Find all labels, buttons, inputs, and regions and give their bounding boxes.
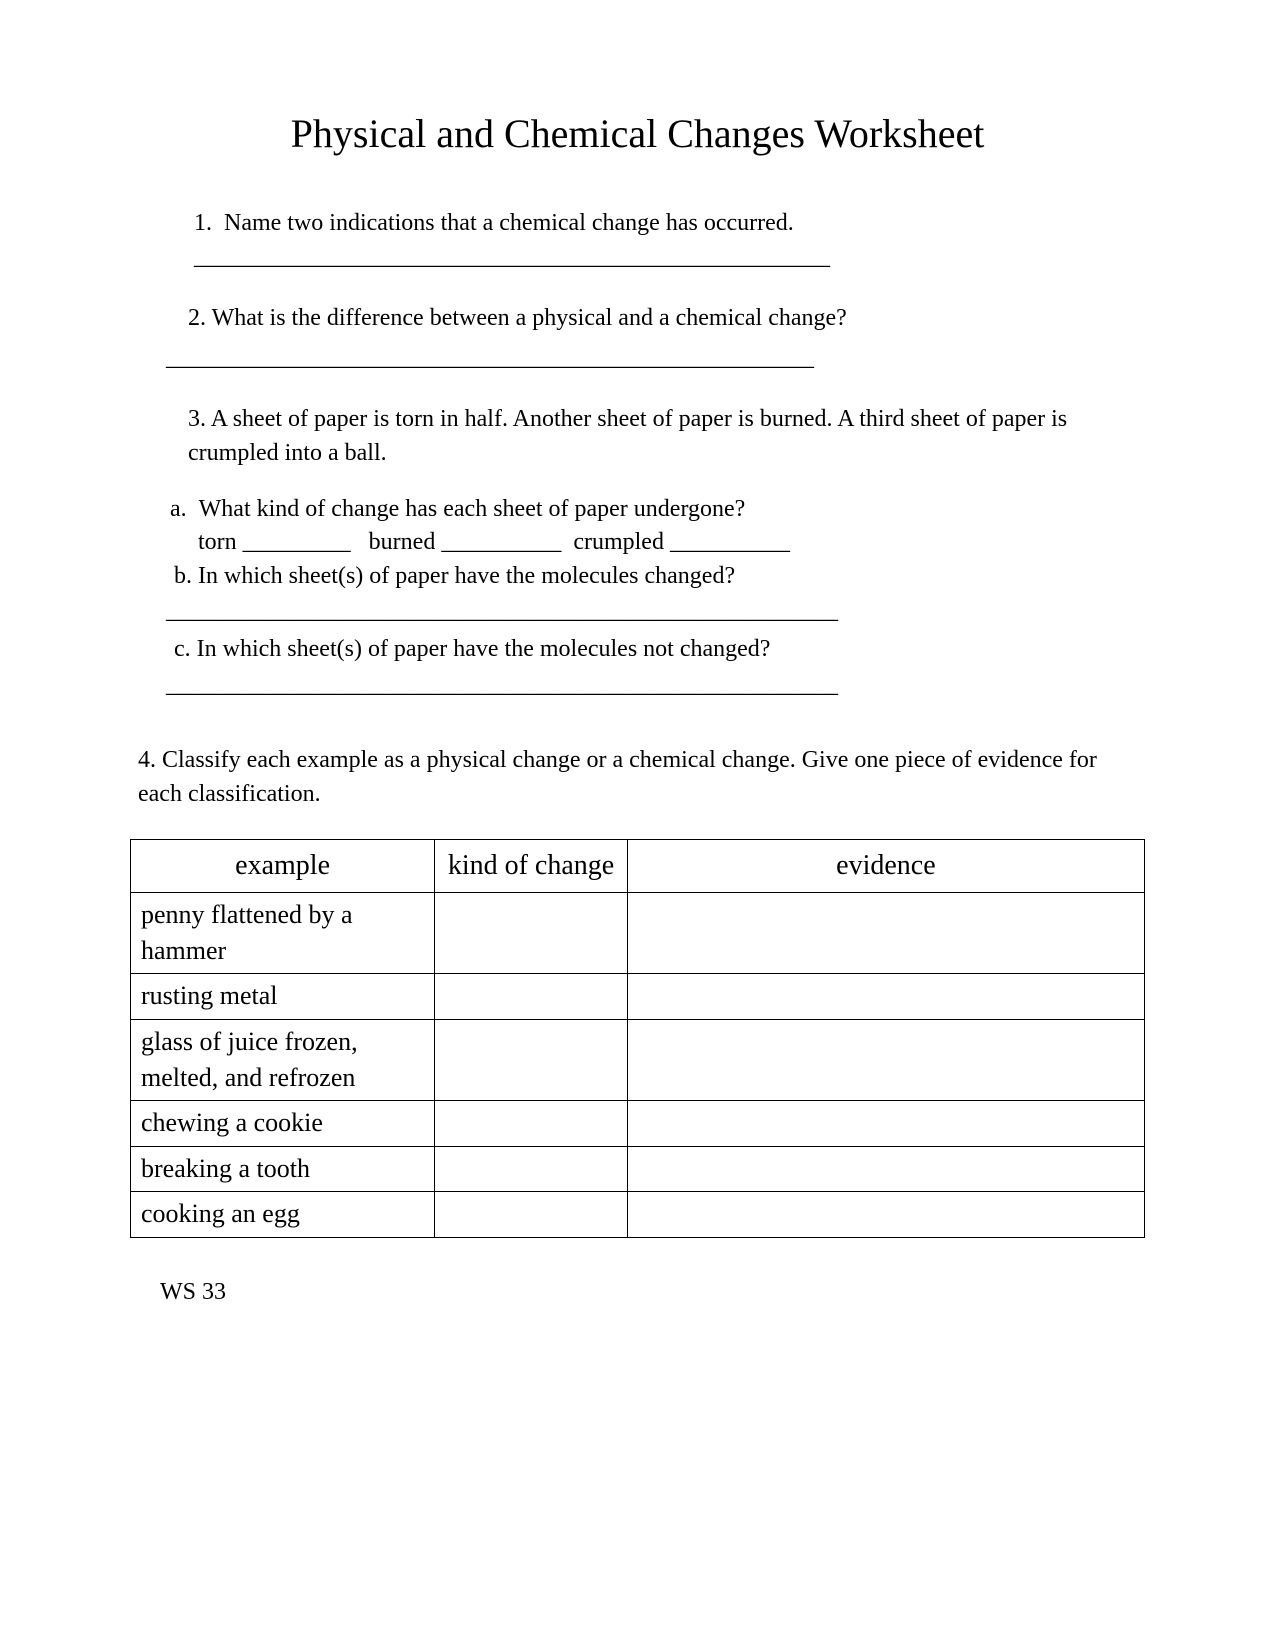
table-row: cooking an egg bbox=[131, 1192, 1145, 1237]
question-1: 1. Name two indications that a chemical … bbox=[130, 207, 1145, 274]
cell-kind bbox=[435, 1192, 628, 1237]
header-kind: kind of change bbox=[435, 840, 628, 892]
header-evidence: evidence bbox=[627, 840, 1144, 892]
cell-evidence bbox=[627, 892, 1144, 974]
table-row: rusting metal bbox=[131, 974, 1145, 1019]
cell-evidence bbox=[627, 1019, 1144, 1101]
q3-text: A sheet of paper is torn in half. Anothe… bbox=[188, 406, 1067, 466]
q4-text: Classify each example as a physical chan… bbox=[138, 747, 1097, 807]
q3a-burned: burned __________ bbox=[369, 529, 562, 555]
q3b-label: b. bbox=[174, 563, 192, 589]
question-2: 2. What is the difference between a phys… bbox=[130, 302, 1145, 375]
table-row: penny flattened by a hammer bbox=[131, 892, 1145, 974]
question-3a: a. What kind of change has each sheet of… bbox=[130, 493, 1145, 560]
question-3: 3. A sheet of paper is torn in half. Ano… bbox=[130, 403, 1145, 702]
question-4: 4. Classify each example as a physical c… bbox=[130, 744, 1145, 811]
cell-kind bbox=[435, 892, 628, 974]
q1-number: 1. bbox=[194, 210, 212, 236]
header-example: example bbox=[131, 840, 435, 892]
cell-kind bbox=[435, 1101, 628, 1146]
cell-evidence bbox=[627, 1101, 1144, 1146]
q4-number: 4. bbox=[138, 747, 156, 773]
cell-example: rusting metal bbox=[131, 974, 435, 1019]
questions-container: 1. Name two indications that a chemical … bbox=[130, 207, 1145, 1309]
cell-evidence bbox=[627, 1192, 1144, 1237]
question-3b: b. In which sheet(s) of paper have the m… bbox=[130, 560, 1145, 594]
q3c-label: c. bbox=[174, 636, 191, 662]
page-title: Physical and Chemical Changes Worksheet bbox=[130, 110, 1145, 157]
cell-example: breaking a tooth bbox=[131, 1146, 435, 1191]
cell-kind bbox=[435, 1146, 628, 1191]
q3b-blank: ________________________________________… bbox=[166, 598, 838, 624]
q2-text: What is the difference between a physica… bbox=[212, 305, 847, 331]
question-3c: c. In which sheet(s) of paper have the m… bbox=[130, 633, 1145, 667]
q3a-text: What kind of change has each sheet of pa… bbox=[199, 496, 746, 522]
cell-example: glass of juice frozen, melted, and refro… bbox=[131, 1019, 435, 1101]
q3-number: 3. bbox=[188, 406, 206, 432]
q3c-text: In which sheet(s) of paper have the mole… bbox=[197, 636, 771, 662]
classification-table: example kind of change evidence penny fl… bbox=[130, 839, 1145, 1237]
q2-number: 2. bbox=[188, 305, 206, 331]
table-row: breaking a tooth bbox=[131, 1146, 1145, 1191]
cell-evidence bbox=[627, 1146, 1144, 1191]
cell-example: chewing a cookie bbox=[131, 1101, 435, 1146]
table-row: chewing a cookie bbox=[131, 1101, 1145, 1146]
q3b-text: In which sheet(s) of paper have the mole… bbox=[198, 563, 735, 589]
table-header-row: example kind of change evidence bbox=[131, 840, 1145, 892]
q3c-blank: ________________________________________… bbox=[166, 672, 838, 698]
table-row: glass of juice frozen, melted, and refro… bbox=[131, 1019, 1145, 1101]
cell-evidence bbox=[627, 974, 1144, 1019]
cell-example: penny flattened by a hammer bbox=[131, 892, 435, 974]
q3a-crumpled: crumpled __________ bbox=[573, 529, 790, 555]
q1-text: Name two indications that a chemical cha… bbox=[224, 210, 794, 236]
cell-example: cooking an egg bbox=[131, 1192, 435, 1237]
cell-kind bbox=[435, 974, 628, 1019]
q3a-torn: torn _________ bbox=[198, 529, 351, 555]
cell-kind bbox=[435, 1019, 628, 1101]
q3a-label: a. bbox=[170, 496, 187, 522]
worksheet-number: WS 33 bbox=[130, 1276, 1145, 1310]
q1-blank: ________________________________________… bbox=[194, 244, 830, 270]
q2-blank: ________________________________________… bbox=[166, 345, 814, 371]
